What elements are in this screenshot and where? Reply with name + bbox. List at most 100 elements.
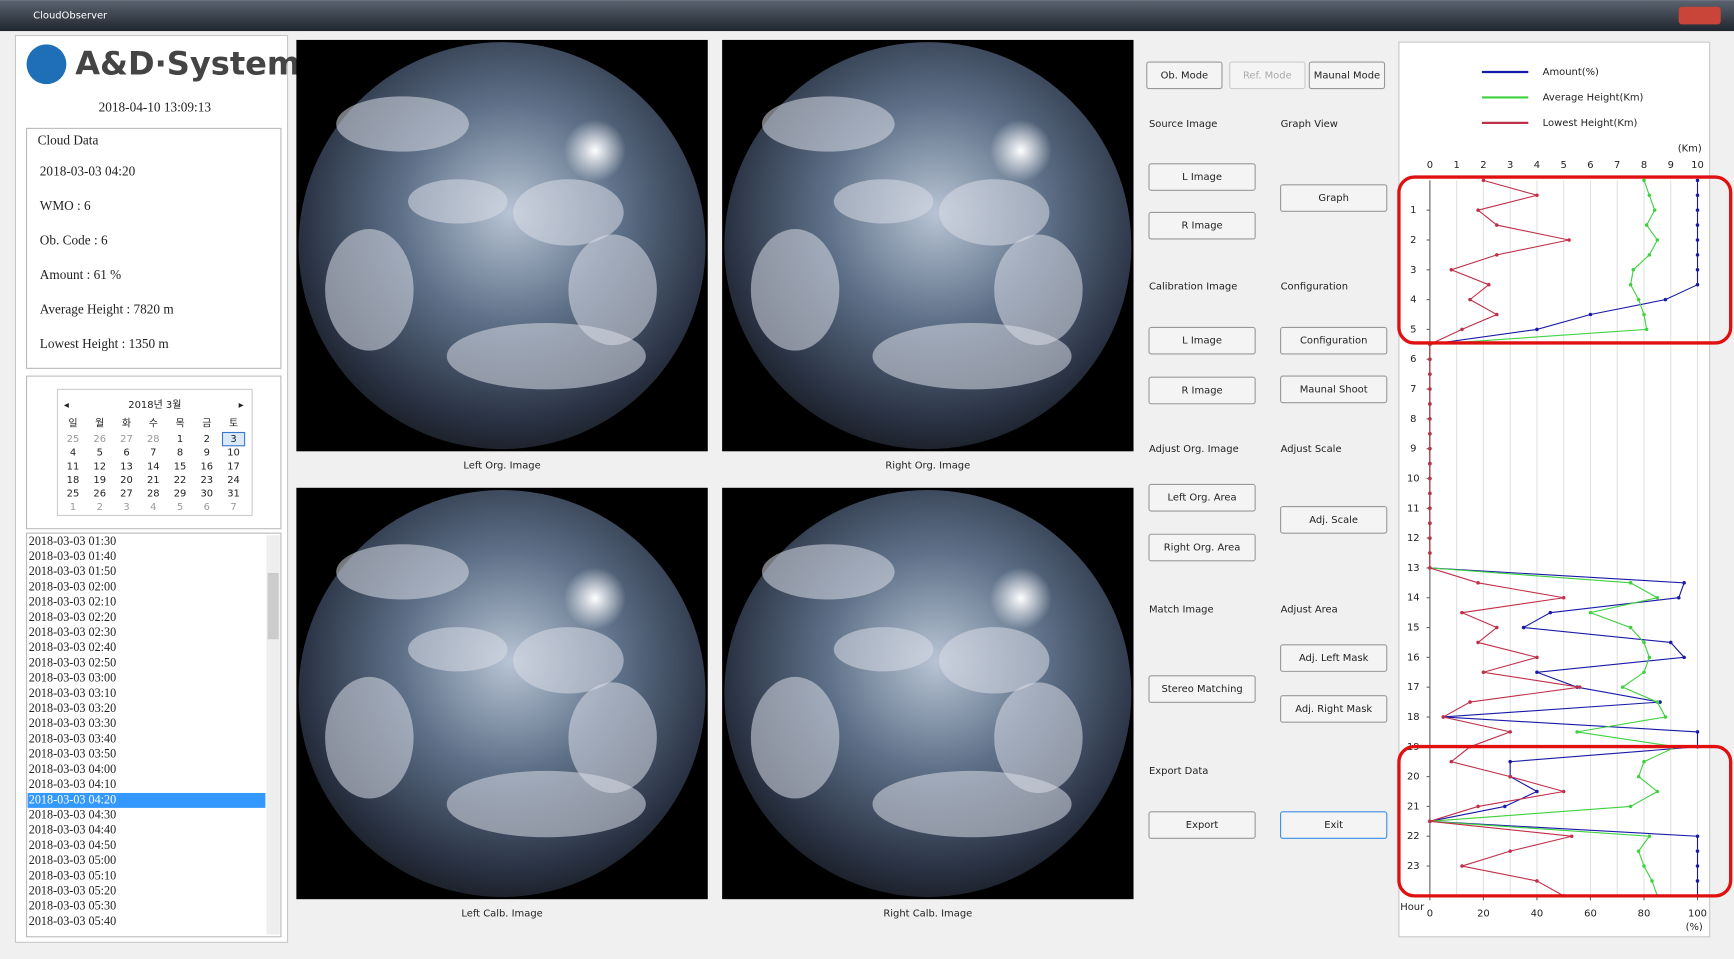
button[interactable] (1280, 644, 1388, 672)
calendar-day[interactable]: 21 (147, 475, 160, 486)
button-label[interactable]: L Image (1182, 172, 1222, 183)
time-list-item[interactable]: 2018-03-03 02:40 (29, 640, 116, 654)
calendar-day[interactable]: 14 (147, 461, 160, 472)
time-list-item[interactable]: 2018-03-03 03:30 (29, 716, 116, 730)
button-label[interactable]: Adj. Right Mask (1295, 704, 1372, 715)
calendar-day[interactable]: 9 (204, 448, 210, 459)
button[interactable] (1280, 811, 1388, 839)
button[interactable] (1148, 533, 1256, 562)
scroll-thumb[interactable] (267, 572, 279, 640)
button-label[interactable]: Configuration (1300, 336, 1367, 347)
button-label[interactable]: Adj. Left Mask (1299, 653, 1369, 664)
time-list-item[interactable]: 2018-03-03 02:30 (29, 625, 116, 639)
button-label[interactable]: Maunal Shoot (1300, 384, 1368, 395)
button-label[interactable]: Export (1186, 820, 1219, 831)
calendar-day[interactable]: 20 (120, 475, 133, 486)
button[interactable] (1280, 184, 1388, 212)
calendar-day[interactable]: 7 (150, 448, 156, 459)
time-list-item[interactable]: 2018-03-03 05:40 (29, 914, 116, 928)
time-list-item[interactable]: 2018-03-03 05:00 (29, 853, 116, 867)
time-list-item[interactable]: 2018-03-03 05:20 (29, 884, 116, 898)
calendar-day[interactable]: 27 (120, 489, 133, 500)
button-label[interactable]: Graph (1318, 193, 1348, 204)
time-list-item[interactable]: 2018-03-03 02:50 (29, 655, 116, 669)
button[interactable] (1146, 61, 1223, 90)
calendar-day[interactable]: 12 (93, 461, 106, 472)
calendar-day[interactable]: 15 (174, 461, 187, 472)
calendar-day[interactable]: 1 (177, 434, 183, 445)
time-list-item[interactable]: 2018-03-03 04:00 (29, 762, 116, 776)
button-label[interactable]: Adj. Scale (1309, 515, 1358, 526)
calendar-day[interactable]: 27 (120, 434, 133, 445)
time-list-item[interactable]: 2018-03-03 01:30 (29, 534, 116, 548)
button-label[interactable]: Right Org. Area (1164, 543, 1241, 554)
time-list-item[interactable]: 2018-03-03 03:20 (29, 701, 116, 715)
button[interactable] (1148, 811, 1256, 839)
time-list-item[interactable]: 2018-03-03 04:30 (29, 807, 116, 821)
calendar-day[interactable]: 4 (70, 448, 76, 459)
calendar-day[interactable]: 31 (227, 489, 240, 500)
calendar-day[interactable]: 26 (93, 434, 106, 445)
button[interactable] (1280, 695, 1388, 723)
calendar-day[interactable]: 25 (67, 489, 80, 500)
calendar-day[interactable]: 16 (200, 461, 213, 472)
button[interactable] (1308, 61, 1386, 90)
time-list-item[interactable]: 2018-03-03 04:10 (29, 777, 116, 791)
calendar-day[interactable]: 28 (147, 434, 160, 445)
calendar-day[interactable]: 22 (174, 475, 187, 486)
close-button[interactable] (1678, 6, 1721, 25)
time-list-item[interactable]: 2018-03-03 05:10 (29, 868, 116, 882)
button[interactable] (1148, 675, 1256, 703)
button[interactable] (1148, 163, 1256, 191)
calendar-day[interactable]: 5 (177, 502, 183, 513)
calendar-day[interactable]: 5 (97, 448, 103, 459)
calendar-day[interactable]: 19 (93, 475, 106, 486)
calendar-day[interactable]: 26 (93, 489, 106, 500)
button-label[interactable]: L Image (1182, 336, 1222, 347)
calendar-day[interactable]: 3 (123, 502, 129, 513)
button-label[interactable]: Stereo Matching (1161, 684, 1242, 695)
button[interactable] (1148, 326, 1256, 355)
calendar-day[interactable]: 11 (67, 461, 80, 472)
button[interactable] (1280, 506, 1388, 534)
button[interactable] (1229, 61, 1306, 90)
calendar-day[interactable]: 29 (174, 489, 187, 500)
calendar-day[interactable]: 2 (97, 502, 103, 513)
calendar-day[interactable]: 30 (200, 489, 213, 500)
button-label[interactable]: R Image (1181, 221, 1222, 232)
calendar-prev[interactable]: ◂ (64, 400, 69, 411)
calendar-day[interactable]: 24 (227, 475, 240, 486)
button[interactable] (1280, 326, 1388, 355)
calendar-day[interactable]: 6 (204, 502, 210, 513)
calendar-next[interactable]: ▸ (239, 400, 244, 411)
calendar-day[interactable]: 1 (70, 502, 76, 513)
button-label[interactable]: Maunal Mode (1314, 70, 1380, 81)
button-label[interactable]: Ref. Mode (1243, 70, 1292, 81)
calendar-day[interactable]: 17 (227, 461, 240, 472)
calendar-day[interactable]: 18 (67, 475, 80, 486)
button[interactable] (1280, 375, 1388, 404)
button[interactable] (1148, 483, 1256, 512)
time-list-item[interactable]: 2018-03-03 04:50 (29, 838, 116, 852)
calendar-day[interactable]: 3 (230, 434, 236, 445)
time-list-item[interactable]: 2018-03-03 04:40 (29, 823, 116, 837)
time-list-item[interactable]: 2018-03-03 02:10 (29, 595, 116, 609)
calendar-day[interactable]: 23 (200, 475, 213, 486)
calendar-day[interactable]: 6 (123, 448, 129, 459)
button-label[interactable]: Exit (1324, 820, 1343, 831)
time-list-item[interactable]: 2018-03-03 03:10 (29, 686, 116, 700)
time-list-item[interactable]: 2018-03-03 02:20 (29, 610, 116, 624)
time-list-item[interactable]: 2018-03-03 01:40 (29, 549, 116, 563)
time-list-item[interactable]: 2018-03-03 01:50 (29, 564, 116, 578)
calendar-day[interactable]: 8 (177, 448, 183, 459)
calendar-day[interactable]: 7 (230, 502, 236, 513)
calendar-day[interactable]: 28 (147, 489, 160, 500)
calendar-day[interactable]: 4 (150, 502, 156, 513)
calendar-day[interactable]: 10 (227, 448, 240, 459)
button-label[interactable]: R Image (1181, 385, 1222, 396)
time-list-item[interactable]: 2018-03-03 03:00 (29, 671, 116, 685)
button[interactable] (1148, 211, 1256, 240)
button-label[interactable]: Ob. Mode (1161, 70, 1209, 81)
time-list-item[interactable]: 2018-03-03 03:50 (29, 747, 116, 761)
button-label[interactable]: Left Org. Area (1168, 493, 1237, 504)
